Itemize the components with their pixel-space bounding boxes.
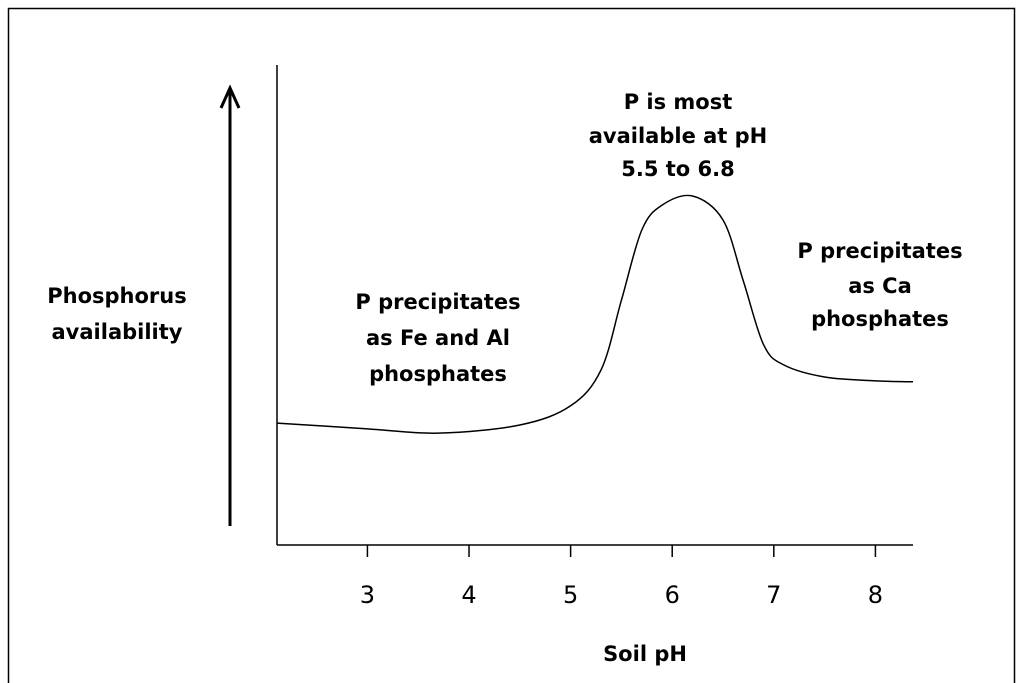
x-tick-label: 8 (868, 581, 883, 609)
x-tick-label: 6 (665, 581, 680, 609)
annotation: 5.5 to 6.8 (621, 157, 735, 181)
annotation: P precipitates (355, 290, 520, 314)
x-tick-label: 3 (360, 581, 375, 609)
x-tick-label: 7 (766, 581, 781, 609)
line (276, 194, 914, 434)
y-axis-label: Phosphorus (47, 284, 186, 308)
annotation: P is most (624, 90, 733, 114)
x-tick-label: 4 (461, 581, 476, 609)
x-axis-label: Soil pH (603, 642, 687, 666)
x-tick-label: 5 (563, 581, 578, 609)
annotation: phosphates (811, 307, 949, 331)
frame (7, 7, 1016, 683)
annotation: as Fe and Al (366, 326, 510, 350)
annotation: phosphates (369, 362, 507, 386)
annotation: available at pH (589, 124, 768, 148)
arrow-head (219, 84, 241, 109)
annotation: P precipitates (797, 239, 962, 263)
y-axis-label: availability (52, 320, 183, 344)
annotation: as Ca (848, 274, 912, 298)
